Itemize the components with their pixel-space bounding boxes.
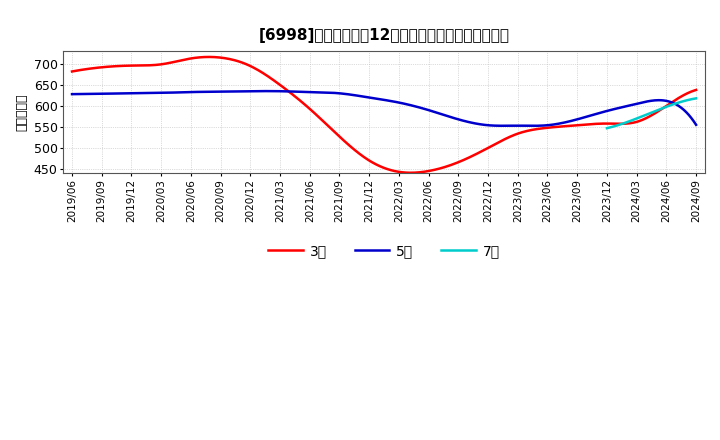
7年 [645, 111, 654, 116]
7年 [651, 108, 660, 114]
3年 [407, 170, 415, 176]
5年 [263, 88, 271, 94]
3年 [369, 160, 378, 165]
5年 [529, 123, 538, 128]
7年 [692, 96, 701, 101]
Legend: 3年, 5年, 7年: 3年, 5年, 7年 [263, 238, 505, 264]
3年 [692, 87, 701, 92]
7年 [646, 110, 654, 116]
3年 [441, 164, 450, 169]
3年 [365, 158, 374, 163]
3年 [582, 122, 590, 127]
7年 [603, 125, 611, 131]
5年 [68, 92, 76, 97]
5年 [407, 103, 415, 108]
7年 [675, 99, 684, 105]
5年 [582, 114, 590, 120]
Title: [6998]　当期純利益12か月移動合計の平均値の推移: [6998] 当期純利益12か月移動合計の平均値の推移 [258, 28, 510, 43]
5年 [441, 113, 449, 118]
3年 [679, 92, 688, 98]
5年 [369, 95, 378, 101]
Line: 7年: 7年 [607, 99, 696, 128]
5年 [692, 122, 701, 128]
7年 [690, 96, 698, 101]
7年 [656, 106, 665, 112]
3年 [204, 54, 212, 59]
5年 [365, 95, 374, 100]
5年 [679, 107, 688, 112]
3年 [68, 69, 76, 74]
Line: 3年: 3年 [72, 57, 696, 173]
3年 [408, 170, 416, 176]
Line: 5年: 5年 [72, 91, 696, 126]
Y-axis label: （百万円）: （百万円） [15, 93, 28, 131]
